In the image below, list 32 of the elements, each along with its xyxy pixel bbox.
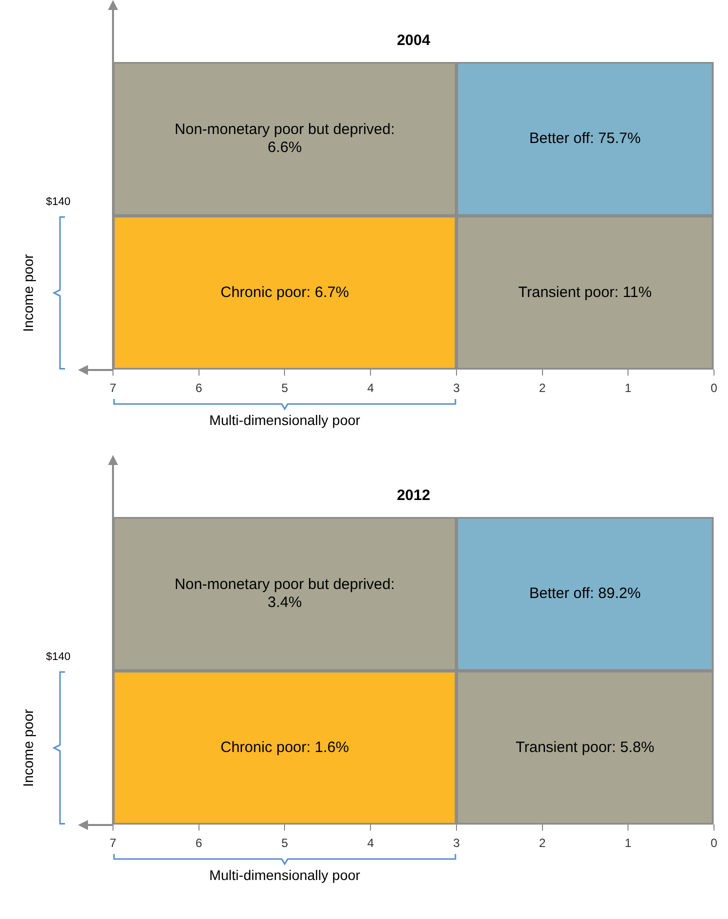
annotation: Transient poor: 11% [518,284,652,301]
x-tick-label: 7 [110,836,117,850]
x-tick-label: 3 [453,836,460,850]
x-tick-label: 5 [281,836,288,850]
x-tick-label: 6 [196,836,203,850]
x-tick-label: 6 [196,381,203,396]
text: $140 [46,196,70,208]
annotation: Transient poor: 5.8% [516,738,654,756]
annotation: Chronic poor: 1.6% [220,738,349,756]
x-tick-label: 5 [281,381,288,396]
y-axis-title: Income poor [20,254,36,332]
annotation: Non-monetary poor but deprived: 3.4% [174,576,395,612]
text: 2004 [396,32,431,50]
x-tick-label: 2 [538,381,546,396]
text: $140 [46,650,70,663]
x-tick-label: 7 [110,381,117,396]
x-tick-label: 0 [710,836,718,850]
x-axis-title: Multi-dimensionally poor [209,866,360,883]
x-tick-label: 4 [367,836,374,850]
annotation: Chronic poor: 6.7% [220,284,349,301]
x-tick-label: 1 [624,836,632,850]
x-tick-label: 2 [538,836,546,850]
x-tick-label: 4 [367,381,374,396]
x-tick-label: 3 [453,381,460,396]
y-axis-title: Income poor [20,708,36,787]
x-tick-label: 1 [624,381,632,396]
annotation: Better off: 89.2% [529,585,641,602]
annotation: Non-monetary poor but deprived: 6.6% [174,121,395,156]
x-axis-title: Multi-dimensionally poor [209,412,360,428]
text: 2012 [396,487,430,504]
x-tick-label: 0 [710,381,718,396]
annotation: Better off: 75.7% [529,130,641,148]
